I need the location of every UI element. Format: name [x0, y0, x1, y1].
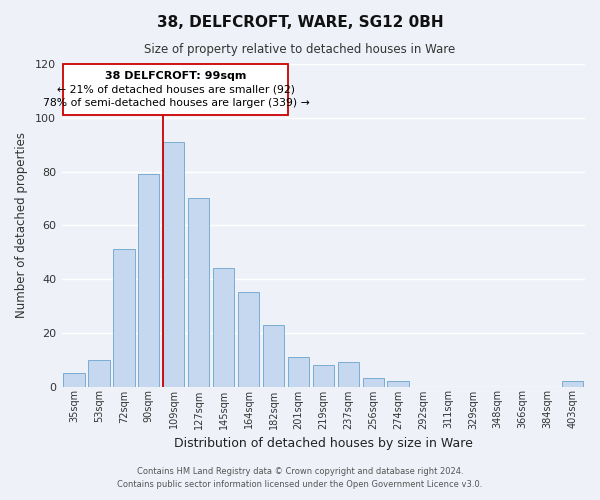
Y-axis label: Number of detached properties: Number of detached properties — [15, 132, 28, 318]
Text: Size of property relative to detached houses in Ware: Size of property relative to detached ho… — [145, 42, 455, 56]
Bar — [188, 198, 209, 386]
Bar — [64, 373, 85, 386]
Bar — [388, 381, 409, 386]
Bar — [362, 378, 384, 386]
Bar — [88, 360, 110, 386]
FancyBboxPatch shape — [64, 64, 289, 115]
Text: 38 DELFCROFT: 99sqm: 38 DELFCROFT: 99sqm — [105, 70, 247, 81]
Bar — [113, 250, 134, 386]
Bar — [338, 362, 359, 386]
Bar — [238, 292, 259, 386]
Text: 78% of semi-detached houses are larger (339) →: 78% of semi-detached houses are larger (… — [43, 98, 309, 108]
Bar — [313, 365, 334, 386]
Bar — [562, 381, 583, 386]
Bar — [288, 357, 309, 386]
Text: ← 21% of detached houses are smaller (92): ← 21% of detached houses are smaller (92… — [57, 84, 295, 94]
Bar — [138, 174, 160, 386]
Bar — [163, 142, 184, 386]
Text: 38, DELFCROFT, WARE, SG12 0BH: 38, DELFCROFT, WARE, SG12 0BH — [157, 15, 443, 30]
Bar — [213, 268, 234, 386]
Bar — [263, 324, 284, 386]
X-axis label: Distribution of detached houses by size in Ware: Distribution of detached houses by size … — [174, 437, 473, 450]
Text: Contains HM Land Registry data © Crown copyright and database right 2024.
Contai: Contains HM Land Registry data © Crown c… — [118, 468, 482, 489]
